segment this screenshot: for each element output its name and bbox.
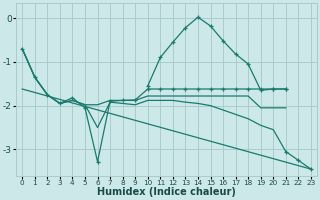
X-axis label: Humidex (Indice chaleur): Humidex (Indice chaleur)	[97, 187, 236, 197]
